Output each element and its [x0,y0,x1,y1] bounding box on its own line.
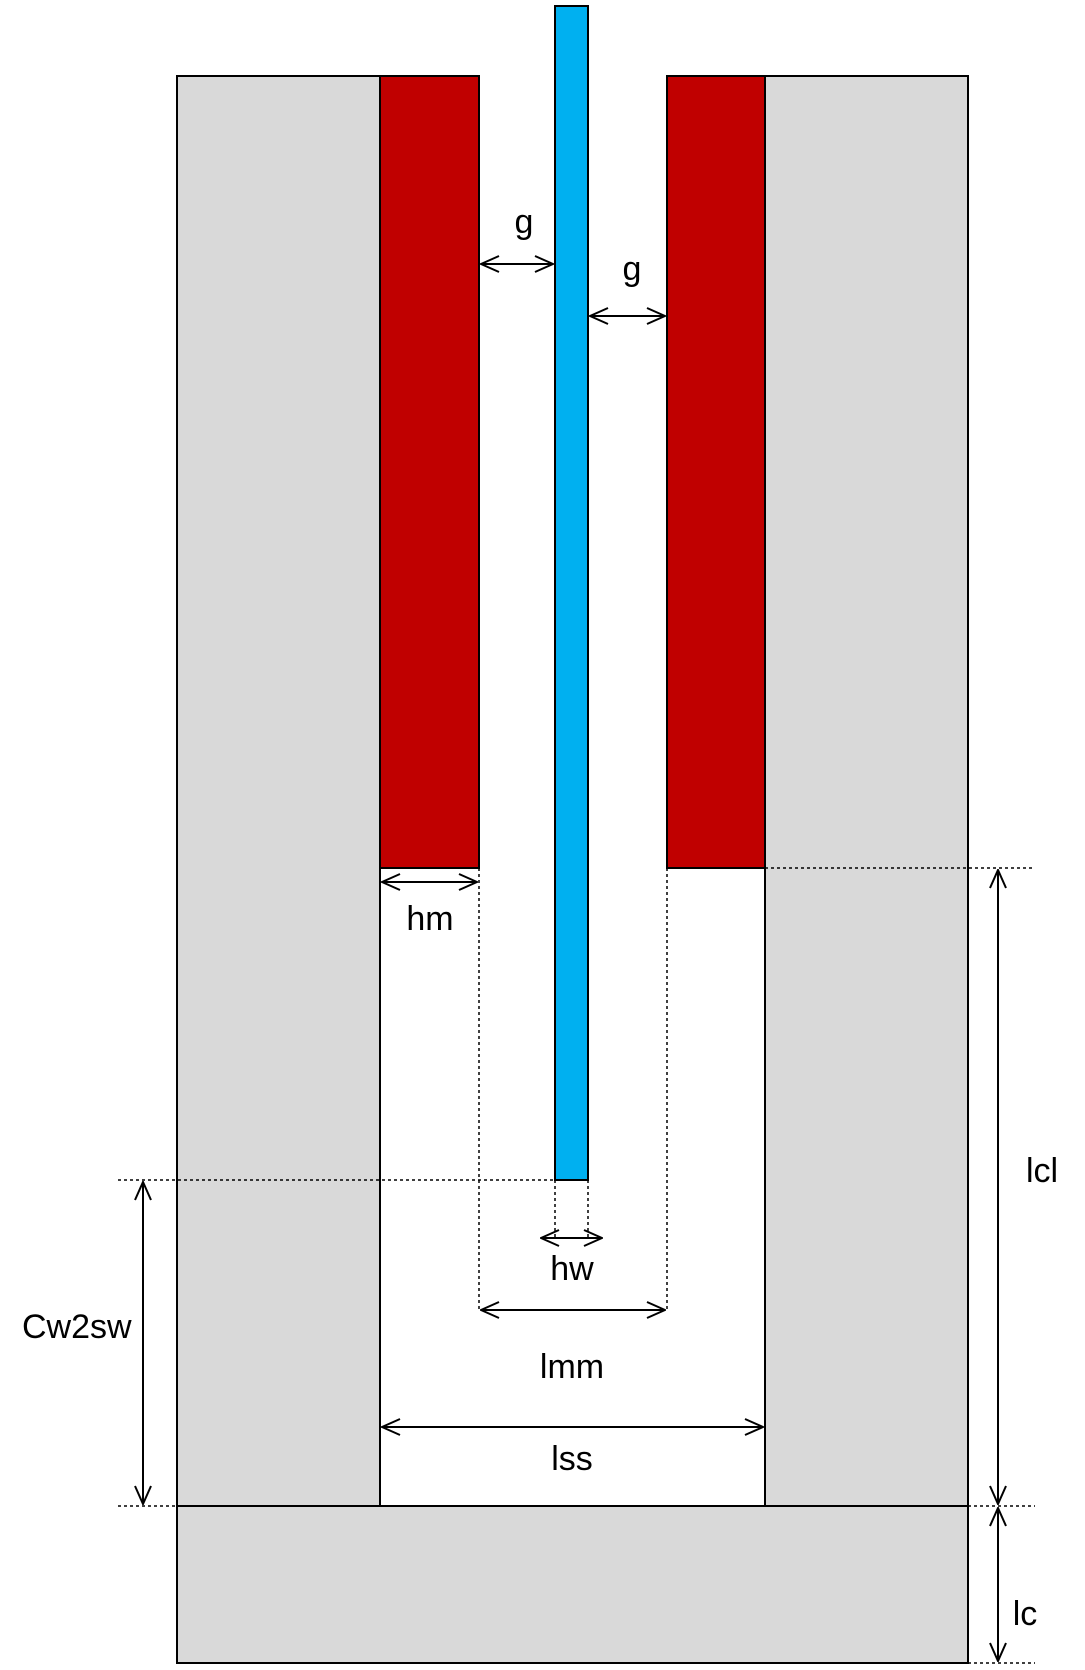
lmm-label: lmm [540,1348,604,1386]
g-right-label: g [623,250,642,288]
lcl-label: lcl [1026,1152,1058,1190]
winding-bar [554,5,589,1181]
extension-lines [118,867,1035,1664]
core-base [176,1505,969,1664]
magnet-right [666,75,766,869]
magnet-left [379,75,480,869]
lss-label: lss [551,1440,593,1478]
core-left-leg [176,75,381,1507]
g-left-label: g [515,203,534,241]
lc-label: lc [1013,1595,1038,1633]
hw-label: hw [550,1250,594,1288]
cw2sw-label: Cw2sw [22,1308,132,1346]
core-right-leg [764,75,969,1507]
hm-label: hm [406,900,453,938]
